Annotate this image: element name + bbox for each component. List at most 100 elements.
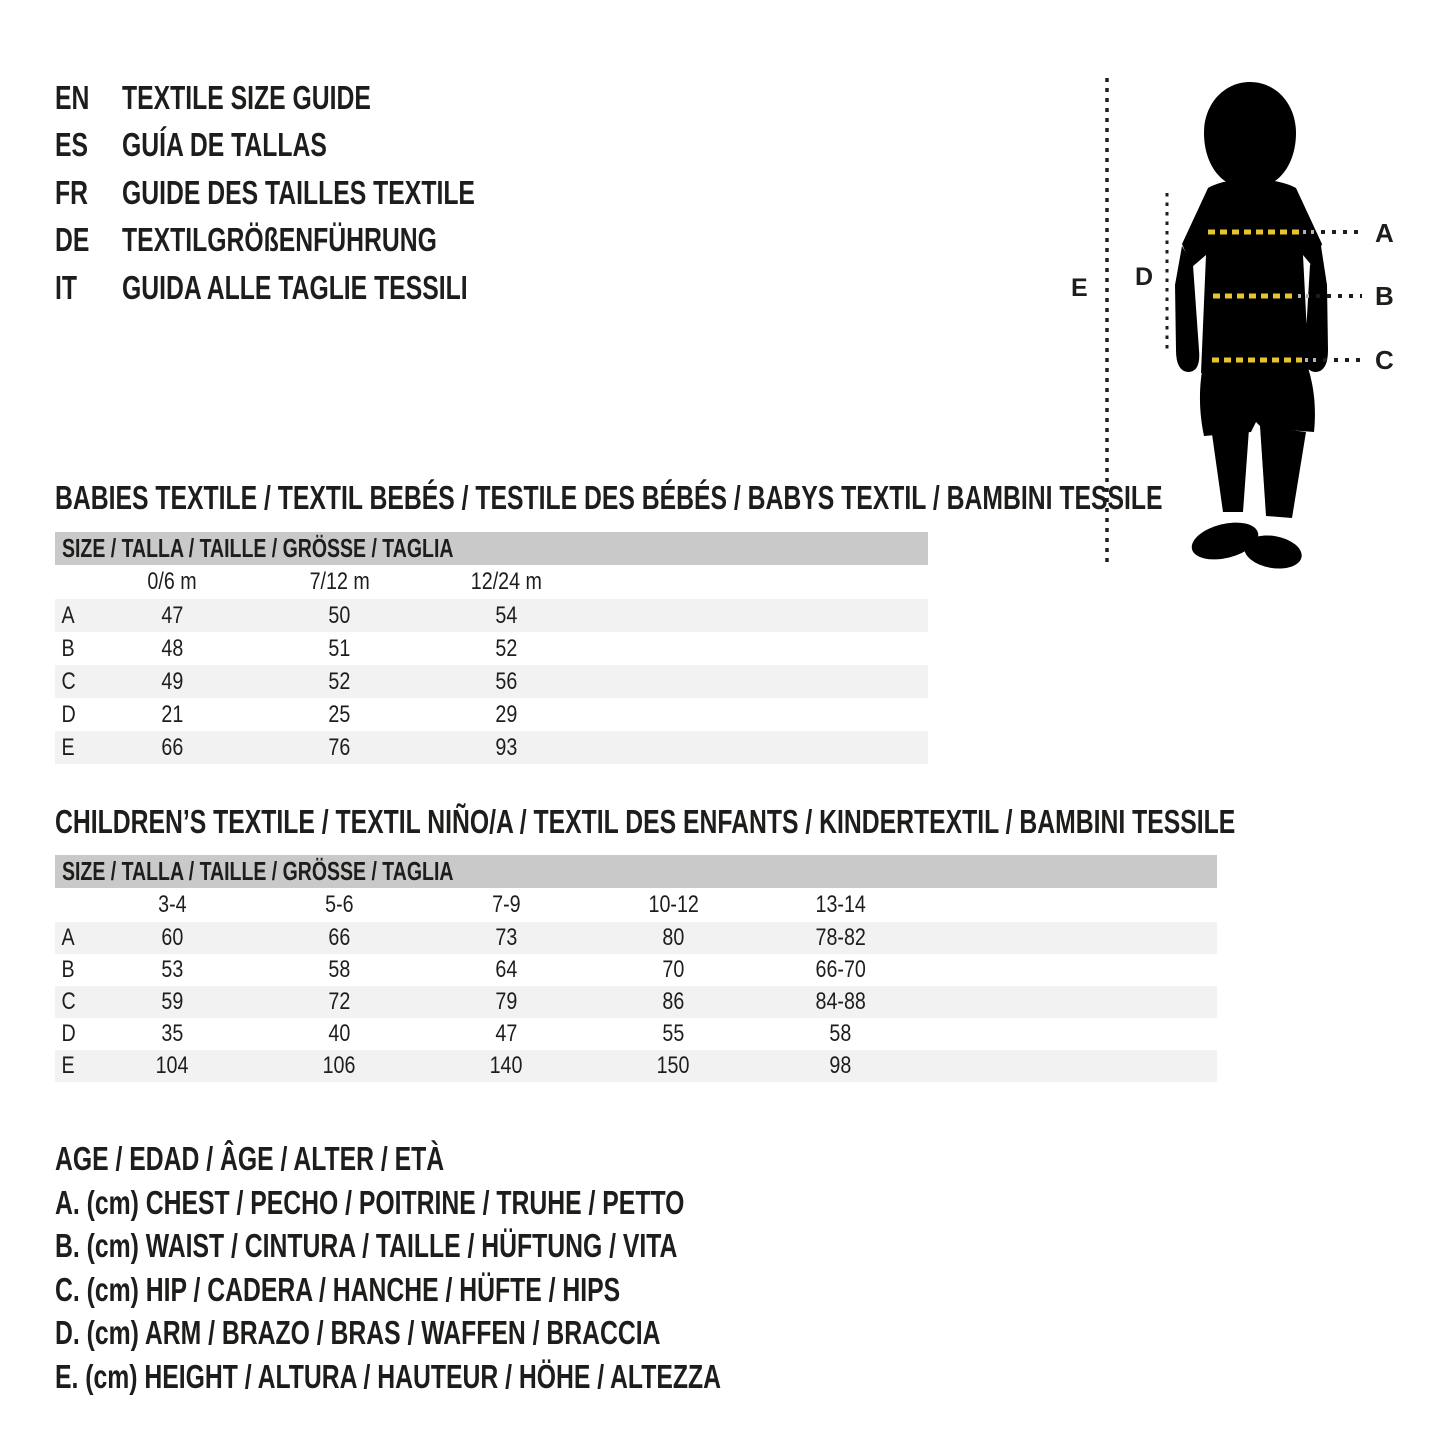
children-column-headers: 3-4 5-6 7-9 10-12 13-14: [55, 888, 1217, 922]
table-row: D 35 40 47 55 58: [55, 1018, 1217, 1050]
row-label: A: [61, 601, 75, 629]
legend-height-line: E. (cm) HEIGHT / ALTURA / HAUTEUR / HÖHE…: [55, 1357, 721, 1395]
column-header: 13-14: [815, 891, 866, 918]
column-header: 12/24 m: [470, 568, 543, 595]
table-cell: 21: [161, 700, 184, 728]
legend-waist-line: B. (cm) WAIST / CINTURA / TAILLE / HÜFTU…: [55, 1227, 678, 1264]
table-cell: 58: [328, 956, 351, 983]
table-cell: 73: [495, 924, 518, 951]
arm-label: D: [1135, 263, 1154, 291]
lang-row-es: ES GUÍA DE TALLAS: [55, 122, 593, 170]
column-header: 3-4: [158, 891, 187, 918]
legend-age-line: AGE / EDAD / ÂGE / ALTER / ETÀ: [55, 1140, 445, 1177]
table-row: B 53 58 64 70 66-70: [55, 954, 1217, 986]
row-label: A: [61, 924, 75, 951]
lang-code: IT: [55, 268, 77, 306]
lang-row-fr: FR GUIDE DES TAILLES TEXTILE: [55, 169, 593, 217]
table-cell: 52: [328, 667, 351, 695]
table-cell: 35: [161, 1020, 184, 1047]
column-header: 7/12 m: [309, 568, 370, 595]
table-cell: 56: [495, 667, 518, 695]
children-section-title: CHILDREN’S TEXTILE / TEXTIL NIÑO/A / TEX…: [55, 803, 1236, 840]
table-cell: 58: [829, 1020, 852, 1047]
lang-title: GUIDE DES TAILLES TEXTILE: [122, 173, 475, 211]
hip-label: C: [1375, 345, 1394, 375]
table-cell: 66-70: [815, 956, 866, 983]
row-label: D: [61, 700, 76, 728]
lang-row-it: IT GUIDA ALLE TAGLIE TESSILI: [55, 264, 593, 312]
lang-row-en: EN TEXTILE SIZE GUIDE: [55, 74, 593, 122]
table-cell: 52: [495, 634, 518, 662]
measurement-legend: AGE / EDAD / ÂGE / ALTER / ETÀ A. (cm) C…: [55, 1140, 943, 1401]
table-cell: 86: [662, 988, 685, 1015]
babies-table-header-bar: SIZE / TALLA / TAILLE / GRÖSSE / TAGLIA: [55, 532, 928, 565]
waist-label: B: [1375, 281, 1394, 311]
child-silhouette: [1175, 82, 1328, 569]
lang-code: EN: [55, 78, 90, 116]
table-cell: 84-88: [815, 988, 866, 1015]
table-cell: 98: [829, 1052, 852, 1079]
table-cell: 80: [662, 924, 685, 951]
table-cell: 70: [662, 956, 685, 983]
row-label: D: [61, 1020, 76, 1047]
legend-hip-line: C. (cm) HIP / CADERA / HANCHE / HÜFTE / …: [55, 1270, 621, 1308]
lang-code: DE: [55, 221, 90, 259]
column-header: 7-9: [492, 891, 521, 918]
table-cell: 150: [657, 1052, 690, 1079]
row-label: E: [61, 1052, 75, 1079]
table-cell: 59: [161, 988, 184, 1015]
table-cell: 48: [161, 634, 184, 662]
table-row: E 66 76 93: [55, 731, 928, 764]
table-row: C 49 52 56: [55, 665, 928, 698]
row-label: C: [61, 667, 76, 695]
lang-code: ES: [55, 126, 89, 164]
table-cell: 93: [495, 733, 518, 761]
lang-title: GUIDA ALLE TAGLIE TESSILI: [122, 268, 468, 306]
lang-code: FR: [55, 173, 88, 211]
table-row: A 60 66 73 80 78-82: [55, 922, 1217, 954]
table-cell: 47: [161, 601, 184, 629]
column-header: 0/6 m: [147, 568, 198, 595]
table-cell: 51: [328, 634, 351, 662]
table-row: B 48 51 52: [55, 632, 928, 665]
table-cell: 76: [328, 733, 351, 761]
column-header: 5-6: [325, 891, 354, 918]
table-cell: 50: [328, 601, 351, 629]
children-table-header-bar: SIZE / TALLA / TAILLE / GRÖSSE / TAGLIA: [55, 855, 1217, 888]
table-cell: 60: [161, 924, 184, 951]
legend-chest-line: A. (cm) CHEST / PECHO / POITRINE / TRUHE…: [55, 1183, 685, 1221]
table-cell: 25: [328, 700, 351, 728]
table-cell: 66: [328, 924, 351, 951]
language-header: EN TEXTILE SIZE GUIDE ES GUÍA DE TALLAS …: [55, 74, 593, 312]
table-cell: 47: [495, 1020, 518, 1047]
babies-column-headers: 0/6 m 7/12 m 12/24 m: [55, 565, 928, 599]
row-label: C: [61, 988, 76, 1015]
row-label: B: [61, 634, 75, 662]
lang-row-de: DE TEXTILGRÖßENFÜHRUNG: [55, 217, 593, 265]
column-header: 10-12: [648, 891, 699, 918]
table-cell: 53: [161, 956, 184, 983]
babies-size-table: SIZE / TALLA / TAILLE / GRÖSSE / TAGLIA …: [55, 532, 928, 764]
table-row: E 104 106 140 150 98: [55, 1050, 1217, 1082]
table-cell: 64: [495, 956, 518, 983]
children-size-table: SIZE / TALLA / TAILLE / GRÖSSE / TAGLIA …: [55, 855, 1217, 1082]
babies-section-title: BABIES TEXTILE / TEXTIL BEBÉS / TESTILE …: [55, 479, 1163, 516]
table-cell: 49: [161, 667, 184, 695]
table-cell: 29: [495, 700, 518, 728]
table-row: A 47 50 54: [55, 599, 928, 632]
row-label: B: [61, 956, 75, 983]
table-row: D 21 25 29: [55, 698, 928, 731]
height-label: E: [1071, 274, 1088, 302]
table-cell: 78-82: [815, 924, 866, 951]
table-cell: 79: [495, 988, 518, 1015]
lang-title: GUÍA DE TALLAS: [122, 126, 327, 164]
table-cell: 104: [156, 1052, 189, 1079]
table-cell: 140: [490, 1052, 523, 1079]
lang-title: TEXTILE SIZE GUIDE: [122, 78, 371, 116]
child-silhouette-figure: [1105, 78, 1362, 569]
table-cell: 40: [328, 1020, 351, 1047]
table-cell: 106: [323, 1052, 356, 1079]
table-row: C 59 72 79 86 84-88: [55, 986, 1217, 1018]
table-cell: 72: [328, 988, 351, 1015]
table-cell: 55: [662, 1020, 685, 1047]
